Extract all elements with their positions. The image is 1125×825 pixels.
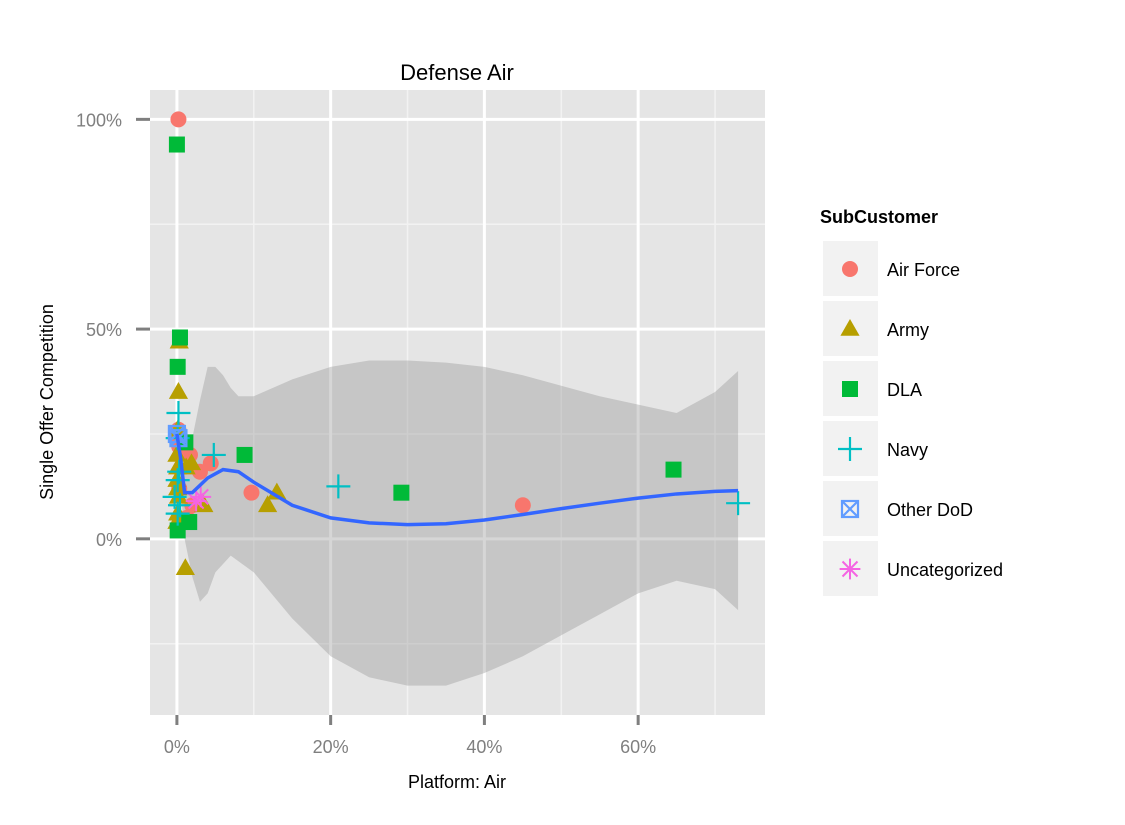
data-point-dla [665, 461, 682, 478]
data-point-army [258, 495, 278, 513]
data-point-dla [181, 514, 198, 531]
smooth-line [175, 433, 739, 527]
y-tick-label: 100% [76, 110, 122, 130]
data-point-navy [326, 474, 351, 499]
data-point-dla [168, 136, 185, 153]
legend-symbol-navy [838, 437, 862, 461]
data-point-army [267, 482, 287, 500]
legend-symbol-army [840, 319, 860, 336]
data-point-dla [236, 446, 253, 463]
legend-symbol-dla [842, 381, 858, 397]
data-point-air-force [243, 484, 260, 501]
legend-label-dla: DLA [887, 380, 922, 400]
plot-panel [150, 90, 765, 715]
legend-label-uncategorized: Uncategorized [887, 560, 1003, 580]
legend-label-navy: Navy [887, 440, 928, 460]
data-point-navy [166, 400, 191, 425]
data-point-army [194, 495, 214, 513]
data-point-uncategorized [185, 490, 207, 512]
data-point-air-force [170, 111, 187, 128]
data-point-air-force [514, 497, 531, 514]
legend-title: SubCustomer [820, 207, 938, 227]
data-point-navy [165, 468, 190, 493]
data-point-navy [201, 442, 226, 467]
x-tick-label: 60% [620, 737, 656, 757]
legend-symbol-air-force [842, 261, 858, 277]
legend-label-army: Army [887, 320, 929, 340]
data-point-army [168, 382, 189, 399]
x-axis-title: Platform: Air [408, 772, 506, 792]
data-points [162, 111, 751, 575]
legend-symbol-other-dod [840, 499, 860, 519]
x-tick-label: 40% [466, 737, 502, 757]
data-point-navy [726, 491, 751, 516]
data-point-dla [393, 484, 410, 501]
tick-labels: 0% 20% 40% 60% 0% 50% 100% [76, 110, 656, 757]
data-point-dla [169, 358, 186, 375]
x-tick-label: 0% [164, 737, 190, 757]
legend-symbol-uncategorized [839, 558, 861, 580]
legend-label-air-force: Air Force [887, 260, 960, 280]
data-point-dla [171, 329, 188, 346]
data-point-army [181, 453, 202, 471]
legend: SubCustomer Air Force Army DLA Navy Other Do… [820, 207, 1003, 596]
y-tick-label: 50% [86, 320, 122, 340]
y-axis-title: Single Offer Competition [37, 304, 57, 500]
legend-label-other-dod: Other DoD [887, 500, 973, 520]
grid-minor [150, 90, 765, 715]
axis-ticks [136, 117, 640, 725]
y-tick-label: 0% [96, 530, 122, 550]
chart-title: Defense Air [400, 60, 514, 85]
x-tick-label: 20% [313, 737, 349, 757]
data-point-navy [165, 501, 190, 526]
grid-major [150, 90, 765, 715]
data-point-army [175, 558, 195, 575]
